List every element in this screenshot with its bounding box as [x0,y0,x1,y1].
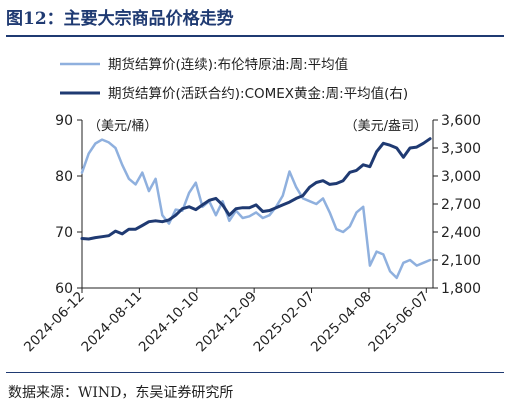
oil-price-line [80,138,432,280]
left-axis-ticks: 60 70 80 90 [55,113,82,297]
gold-price-line [80,137,432,241]
right-axis-unit: （美元/盎司） [345,119,427,134]
legend-label-oil: 期货结算价(连续):布伦特原油:周:平均值 [108,56,348,73]
right-tick-label: 3,000 [441,169,481,185]
legend-item-oil: 期货结算价(连续):布伦特原油:周:平均值 [60,56,348,73]
source-divider [6,372,504,373]
left-tick-label: 90 [55,113,73,129]
legend: 期货结算价(连续):布伦特原油:周:平均值 期货结算价(活跃合约):COMEX黄… [60,56,408,102]
x-tick-label: 2024-12-09 [193,289,260,356]
x-tick-label: 2024-10-10 [136,289,203,356]
legend-item-gold: 期货结算价(活跃合约):COMEX黄金:周:平均值(右) [60,85,408,102]
commodity-price-chart: 期货结算价(连续):布伦特原油:周:平均值 期货结算价(活跃合约):COMEX黄… [21,56,481,355]
figure-title: 图12：主要大宗商品价格走势 [6,9,234,29]
right-tick-label: 2,100 [441,253,481,269]
title-divider [6,35,504,37]
x-tick-label: 2025-02-07 [251,289,318,356]
left-tick-label: 70 [55,225,73,241]
data-source-note: 数据来源：WIND，东吴证券研究所 [8,385,234,401]
x-tick-label: 2024-06-12 [21,289,88,356]
x-tick-label: 2025-04-08 [308,289,375,356]
right-axis-ticks: 1,800 2,100 2,400 2,700 3,000 3,300 3,600 [433,113,481,297]
left-tick-label: 80 [55,169,73,185]
left-tick-label: 60 [55,281,73,297]
legend-label-gold: 期货结算价(活跃合约):COMEX黄金:周:平均值(右) [108,85,408,102]
x-tick-label: 2025-06-07 [365,289,432,356]
right-tick-label: 3,600 [441,113,481,129]
x-tick-label: 2024-08-11 [78,289,145,356]
right-tick-label: 1,800 [441,281,481,297]
x-axis-ticks: 2024-06-122024-08-112024-10-102024-12-09… [21,288,432,355]
right-tick-label: 3,300 [441,141,481,157]
series-layer [80,137,432,280]
right-tick-label: 2,700 [441,197,481,213]
left-axis-unit: （美元/桶） [88,119,157,134]
right-tick-label: 2,400 [441,225,481,241]
